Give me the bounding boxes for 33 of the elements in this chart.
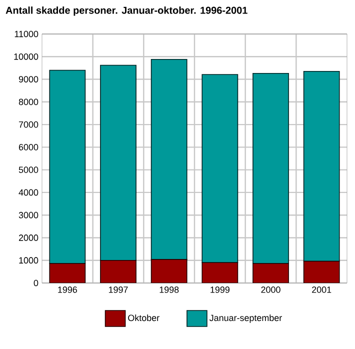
x-tick-label: 1997: [108, 286, 128, 293]
y-tick-label: 8000: [18, 98, 38, 106]
bar: [50, 264, 86, 283]
bar: [100, 260, 136, 283]
bar: [202, 262, 238, 283]
bar: [303, 260, 340, 283]
legend-label: Januar-september: [209, 314, 282, 323]
chart-title: Antall skadde personer. Januar-oktober. 1996-2001: [6, 6, 248, 16]
y-tick-label: 4000: [18, 189, 38, 196]
x-tick-label: 1999: [210, 286, 230, 293]
x-tick-label: 1998: [160, 286, 179, 293]
bar: [202, 74, 238, 264]
x-tick-label: 2001: [312, 286, 332, 293]
y-tick-label: 0: [34, 280, 38, 286]
bar: [252, 264, 289, 283]
bar: [151, 259, 187, 283]
y-tick-label: 1000: [19, 257, 38, 264]
y-tick-label: 2000: [18, 234, 38, 241]
y-tick-label: 7000: [18, 121, 38, 128]
y-tick-label: 10000: [14, 53, 38, 60]
y-tick-label: 9000: [18, 76, 38, 82]
x-tick-label: 1996: [58, 286, 77, 293]
x-tick-label: 2000: [261, 286, 280, 293]
legend-label: Oktober: [128, 314, 160, 322]
bar: [49, 70, 86, 264]
y-tick-label: 5000: [18, 166, 38, 173]
bar: [100, 64, 136, 261]
y-tick-label: 3000: [18, 212, 38, 218]
bar: [303, 70, 340, 262]
y-tick-label: 11000: [14, 30, 38, 38]
bar: [252, 72, 289, 264]
bar: [150, 58, 188, 260]
y-tick-label: 6000: [18, 144, 38, 150]
